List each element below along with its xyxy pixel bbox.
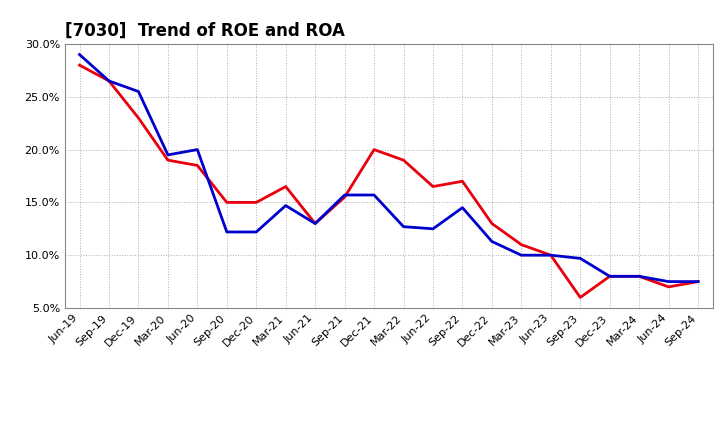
ROA bbox=[546, 253, 555, 258]
ROA bbox=[341, 192, 349, 198]
ROA bbox=[458, 205, 467, 210]
ROA bbox=[487, 239, 496, 244]
ROA bbox=[665, 279, 673, 284]
ROE bbox=[487, 221, 496, 226]
ROE bbox=[163, 158, 172, 163]
ROE bbox=[222, 200, 231, 205]
ROE bbox=[635, 274, 644, 279]
ROA bbox=[311, 221, 320, 226]
ROA bbox=[104, 78, 113, 84]
ROE bbox=[311, 221, 320, 226]
ROA bbox=[517, 253, 526, 258]
ROA bbox=[193, 147, 202, 152]
ROE bbox=[546, 253, 555, 258]
ROE bbox=[517, 242, 526, 247]
ROE bbox=[341, 194, 349, 200]
ROA bbox=[576, 256, 585, 261]
ROE bbox=[665, 284, 673, 290]
ROE bbox=[428, 184, 437, 189]
ROE bbox=[252, 200, 261, 205]
ROA bbox=[428, 226, 437, 231]
ROE bbox=[458, 179, 467, 184]
ROA bbox=[222, 229, 231, 235]
ROE bbox=[576, 295, 585, 300]
ROA bbox=[252, 229, 261, 235]
ROA bbox=[163, 152, 172, 158]
Line: ROA: ROA bbox=[79, 55, 698, 282]
ROE bbox=[282, 184, 290, 189]
ROA bbox=[282, 203, 290, 208]
ROA bbox=[75, 52, 84, 57]
ROA bbox=[606, 274, 614, 279]
ROE bbox=[75, 62, 84, 68]
ROE bbox=[606, 274, 614, 279]
ROE bbox=[370, 147, 379, 152]
ROE bbox=[104, 78, 113, 84]
ROA bbox=[635, 274, 644, 279]
ROA bbox=[694, 279, 703, 284]
Text: [7030]  Trend of ROE and ROA: [7030] Trend of ROE and ROA bbox=[65, 22, 345, 40]
Line: ROE: ROE bbox=[79, 65, 698, 297]
ROA bbox=[399, 224, 408, 229]
ROE bbox=[193, 163, 202, 168]
ROA bbox=[134, 89, 143, 94]
ROE bbox=[399, 158, 408, 163]
ROE bbox=[694, 279, 703, 284]
ROA bbox=[370, 192, 379, 198]
ROE bbox=[134, 115, 143, 121]
